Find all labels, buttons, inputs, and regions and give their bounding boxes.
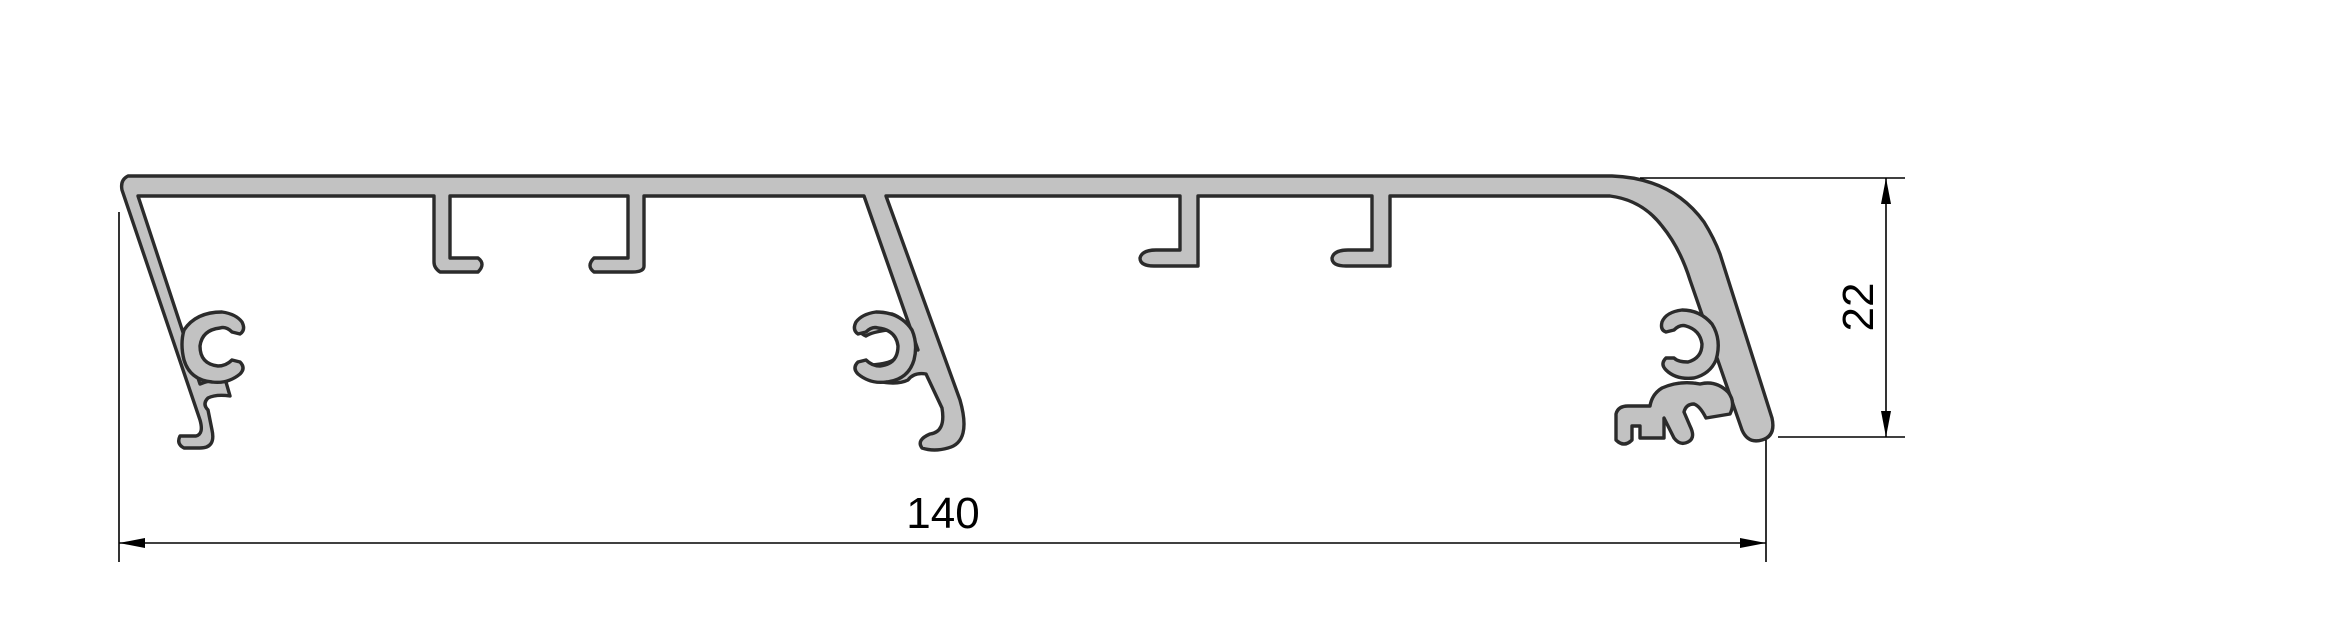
- screw-channel-left: [180, 310, 246, 385]
- width-label: 140: [906, 489, 979, 538]
- height-arrow-top: [1881, 178, 1891, 204]
- screw-channel-right: [1659, 308, 1720, 381]
- height-dimension: 22: [1640, 177, 1905, 438]
- width-arrow-right: [1740, 538, 1766, 548]
- height-arrow-bottom: [1881, 411, 1891, 437]
- screw-channel-middle: [852, 310, 918, 385]
- width-arrow-left: [119, 538, 145, 548]
- width-dimension: 140: [118, 212, 1767, 562]
- top-plate: [119, 174, 1775, 452]
- extrusion-profile: [119, 174, 1775, 452]
- height-label: 22: [1834, 283, 1883, 332]
- right-foot: [1614, 380, 1735, 446]
